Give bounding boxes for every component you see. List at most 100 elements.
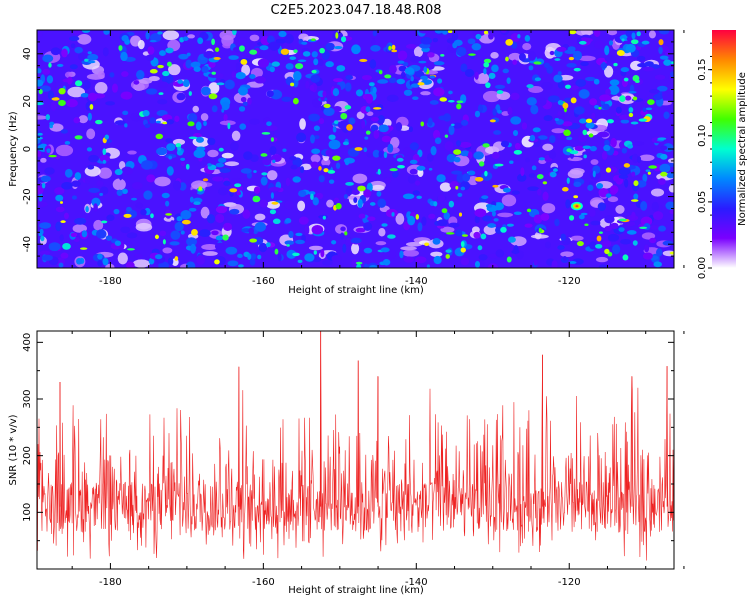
heatmap-peak xyxy=(286,244,290,247)
heatmap-cell xyxy=(281,96,292,102)
heatmap-peak xyxy=(448,200,455,208)
heatmap-peak xyxy=(424,242,430,247)
heatmap-cell xyxy=(214,242,226,251)
heatmap-peak xyxy=(176,149,184,156)
heatmap-cell xyxy=(284,200,294,210)
heatmap-peak xyxy=(588,133,594,138)
heatmap-trough xyxy=(64,71,73,78)
heatmap-trough xyxy=(207,149,219,158)
heatmap-cell xyxy=(520,167,525,177)
heatmap-cell xyxy=(319,165,332,170)
heatmap-peak xyxy=(480,233,487,240)
heatmap-peak xyxy=(295,232,303,237)
heatmap-peak xyxy=(628,107,634,113)
heatmap-trough xyxy=(168,64,181,76)
heatmap-cell xyxy=(436,174,446,183)
heatmap-cell xyxy=(207,137,216,146)
heatmap-cell xyxy=(311,51,318,58)
heatmap-cell xyxy=(541,81,553,91)
heatmap-peak xyxy=(101,220,108,224)
heatmap-peak xyxy=(630,39,639,45)
heatmap-trough xyxy=(630,60,643,71)
heatmap-cell xyxy=(669,209,674,215)
heatmap-cell xyxy=(37,150,42,158)
heatmap-cell xyxy=(284,33,294,44)
heatmap-trough xyxy=(607,196,619,203)
heatmap-cell xyxy=(666,172,674,179)
heatmap-cell xyxy=(41,254,53,261)
heatmap-peak xyxy=(121,35,129,42)
x-tick-label: -140 xyxy=(405,577,428,588)
heatmap-peak xyxy=(566,177,570,184)
heatmap-cell xyxy=(623,221,636,227)
heatmap-trough xyxy=(40,157,47,163)
heatmap-cell xyxy=(311,225,324,235)
heatmap-cell xyxy=(514,142,521,150)
heatmap-peak xyxy=(433,201,438,207)
heatmap-cell xyxy=(640,109,648,116)
heatmap-peak xyxy=(494,163,504,167)
heatmap-peak xyxy=(269,209,277,215)
heatmap-cell xyxy=(289,155,297,161)
heatmap-cell xyxy=(597,202,607,211)
heatmap-cell xyxy=(612,244,621,255)
heatmap-peak xyxy=(420,75,429,81)
heatmap-cell xyxy=(425,61,435,70)
heatmap-cell xyxy=(537,135,548,140)
heatmap-peak xyxy=(293,49,298,53)
heatmap-cell xyxy=(524,157,531,163)
heatmap-cell xyxy=(60,252,69,259)
heatmap-peak xyxy=(295,63,304,70)
x-tick-label: -120 xyxy=(558,276,581,287)
heatmap-trough xyxy=(219,120,236,126)
y-tick-label: -20 xyxy=(22,188,33,204)
heatmap-cell xyxy=(61,182,73,190)
heatmap-peak xyxy=(538,227,542,233)
heatmap-cell xyxy=(531,165,537,171)
heatmap-peak xyxy=(211,38,216,46)
heatmap-peak xyxy=(387,234,396,239)
heatmap-cell xyxy=(40,85,51,92)
heatmap-cell xyxy=(373,129,380,140)
colorbar-tick-label: 0.15 xyxy=(697,59,708,81)
heatmap-peak xyxy=(344,105,352,110)
heatmap-cell xyxy=(400,71,406,79)
heatmap-peak xyxy=(62,242,71,250)
heatmap-peak xyxy=(174,256,179,261)
heatmap-peak xyxy=(606,119,614,124)
heatmap-cell xyxy=(208,61,216,68)
heatmap-cell xyxy=(48,242,61,252)
heatmap-trough xyxy=(192,105,199,113)
heatmap-cell xyxy=(64,168,73,178)
heatmap-cell xyxy=(221,101,230,111)
heatmap-peak xyxy=(569,150,579,155)
heatmap-cell xyxy=(188,112,198,123)
heatmap-cell xyxy=(371,38,376,47)
heatmap-peak xyxy=(162,121,168,125)
x-tick-label: -180 xyxy=(99,276,122,287)
heatmap-trough xyxy=(471,226,480,234)
heatmap-cell xyxy=(223,222,233,232)
heatmap-peak xyxy=(344,231,348,236)
y-tick-label: 300 xyxy=(22,389,33,408)
heatmap-cell xyxy=(217,187,229,196)
heatmap-peak xyxy=(542,181,548,185)
heatmap-trough xyxy=(650,188,665,197)
heatmap-peak xyxy=(482,143,490,148)
heatmap-trough xyxy=(162,30,180,41)
heatmap-peak xyxy=(207,163,212,167)
heatmap-cell xyxy=(87,164,95,170)
heatmap-peak xyxy=(500,226,507,233)
heatmap-cell xyxy=(549,135,556,144)
heatmap-trough xyxy=(578,55,596,62)
heatmap-peak xyxy=(342,141,349,146)
heatmap-cell xyxy=(573,181,582,188)
heatmap-cell xyxy=(70,43,76,49)
heatmap-peak xyxy=(420,121,425,127)
heatmap-cell xyxy=(328,139,341,150)
heatmap-cell xyxy=(313,125,320,131)
heatmap-peak xyxy=(340,36,347,43)
heatmap-cell xyxy=(269,66,275,73)
heatmap-peak xyxy=(222,234,229,241)
heatmap-trough xyxy=(254,213,266,221)
